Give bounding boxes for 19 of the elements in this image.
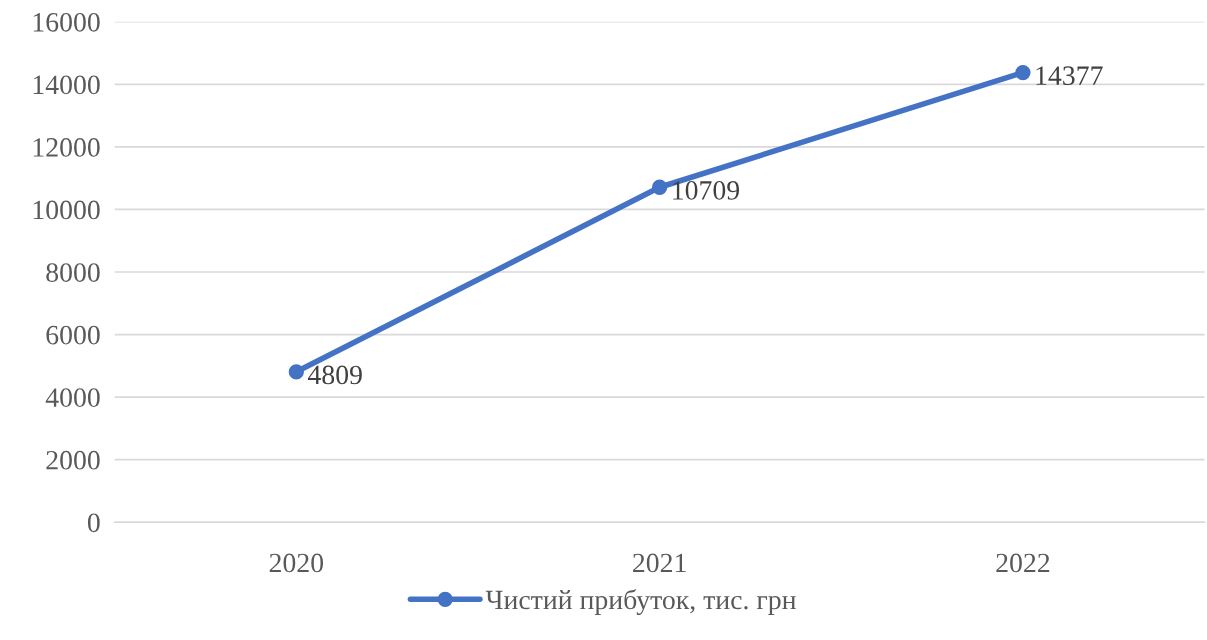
data-label: 14377 bbox=[1036, 66, 1103, 86]
y-tick-label: 0 bbox=[87, 513, 100, 533]
x-tick-label: 2021 bbox=[633, 553, 686, 573]
legend-label: Чистий прибуток, тис. грн bbox=[485, 589, 796, 615]
y-tick-label: 4000 bbox=[45, 388, 100, 408]
data-label: 4809 bbox=[307, 365, 362, 385]
x-tick-label: 2022 bbox=[996, 553, 1050, 573]
y-tick-label: 8000 bbox=[46, 263, 100, 282]
point bbox=[651, 179, 668, 195]
data-label: 10709 bbox=[673, 181, 740, 200]
y-tick-label: 14000 bbox=[33, 75, 100, 95]
y-tick-label: 16000 bbox=[33, 12, 100, 32]
y-tick-label: 2000 bbox=[46, 450, 100, 470]
point bbox=[1015, 64, 1031, 81]
y-tick-label: 10000 bbox=[33, 200, 100, 220]
x-tick-label: 2020 bbox=[269, 553, 324, 573]
y-tick-label: 12000 bbox=[33, 138, 100, 157]
point bbox=[288, 364, 304, 380]
y-tick-label: 6000 bbox=[46, 325, 100, 345]
